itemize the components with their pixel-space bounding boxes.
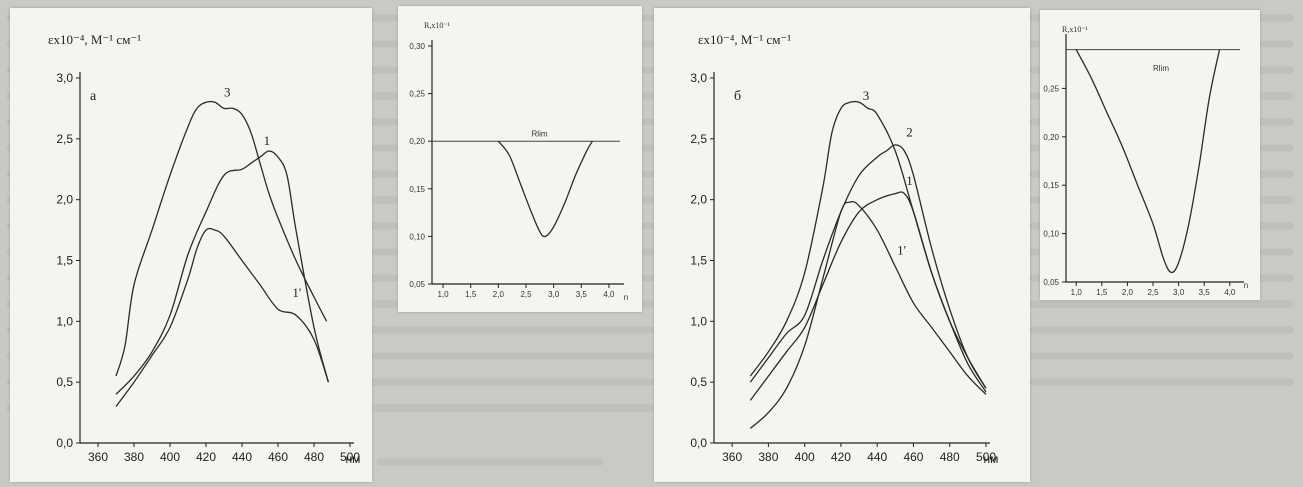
x-tick-label: 420 — [196, 450, 216, 464]
y-tick-label: 2,0 — [690, 193, 707, 207]
x-tick-label: 440 — [232, 450, 252, 464]
y-tick-label: 3,0 — [56, 71, 73, 85]
x-tick-label: 3,0 — [1173, 288, 1185, 297]
y-tick-label: 1,5 — [56, 254, 73, 268]
inset-a: 0,05 0,10 0,15 0,20 0,25 0,30 1,0 1,5 2,0 2,5 3,0 3… — [409, 21, 628, 302]
x-tick-label: 4,0 — [603, 290, 615, 299]
y-tick-label: 0,0 — [690, 436, 707, 450]
x-tick-label: 500 — [340, 450, 360, 464]
chart-b-panel: 0,0 0,5 1,0 1,5 2,0 2,5 3,0 360 380 400 420 440 460 4… — [654, 8, 1030, 482]
series-label: 1' — [292, 285, 301, 300]
chart-b: 0,0 0,5 1,0 1,5 2,0 2,5 3,0 360 380 400 420 440 460 4… — [690, 32, 999, 466]
x-axis-label: нм — [984, 452, 999, 466]
x-tick-label: 4,0 — [1224, 288, 1236, 297]
ref-line-label: Rlim — [532, 129, 548, 138]
chart-a-panel: 0,0 0,5 1,0 1,5 2,0 2,5 3,0 360 380 400 420 440 460 4… — [10, 8, 372, 482]
y-tick-label: 0,25 — [409, 90, 425, 99]
y-tick-label: 0,0 — [56, 436, 73, 450]
x-tick-label: 2,0 — [493, 290, 505, 299]
x-tick-label: 480 — [304, 450, 324, 464]
y-tick-label: 0,20 — [409, 137, 425, 146]
series-line — [115, 100, 328, 377]
y-tick-label: 0,25 — [1043, 84, 1059, 93]
series-line — [749, 200, 987, 429]
y-tick-label: 2,5 — [690, 132, 707, 146]
series-line — [115, 150, 330, 395]
y-axis-label: εx10⁻⁴, М⁻¹ см⁻¹ — [48, 32, 141, 47]
y-tick-label: 1,0 — [690, 314, 707, 328]
x-tick-label: 3,5 — [576, 290, 588, 299]
inset-b: 0,05 0,10 0,15 0,20 0,25 1,0 1,5 2,0 2,5 3,0 3,5 4,… — [1043, 25, 1248, 297]
y-axis-label: R,x10⁻¹ — [1062, 25, 1089, 34]
x-tick-label: 460 — [268, 450, 288, 464]
y-tick-label: 0,05 — [409, 280, 425, 289]
series-line — [749, 191, 987, 401]
x-tick-label: 480 — [940, 450, 960, 464]
x-tick-label: 360 — [722, 450, 742, 464]
x-tick-label: 3,5 — [1199, 288, 1211, 297]
x-axis-label: нм — [346, 452, 361, 466]
y-tick-label: 0,5 — [690, 375, 707, 389]
x-axis-label: n — [624, 293, 628, 302]
y-tick-label: 3,0 — [690, 71, 707, 85]
y-tick-label: 0,10 — [1043, 230, 1059, 239]
x-tick-label: 1,0 — [1071, 288, 1083, 297]
x-tick-label: 1,0 — [437, 290, 449, 299]
x-tick-label: 2,0 — [1122, 288, 1134, 297]
series-label: 3 — [863, 88, 870, 103]
y-tick-label: 0,15 — [409, 185, 425, 194]
chart-a: 0,0 0,5 1,0 1,5 2,0 2,5 3,0 360 380 400 420 440 460 4… — [48, 32, 361, 466]
y-tick-label: 0,20 — [1043, 133, 1059, 142]
x-tick-label: 380 — [124, 450, 144, 464]
ref-line-label: Rlim — [1153, 64, 1169, 73]
y-tick-label: 0,5 — [56, 375, 73, 389]
series-line — [749, 144, 987, 389]
x-tick-label: 420 — [831, 450, 851, 464]
series-line — [497, 140, 593, 238]
y-tick-label: 0,30 — [409, 42, 425, 51]
series-label: 3 — [224, 84, 231, 99]
y-axis-label: R,x10⁻¹ — [424, 21, 451, 30]
x-axis-label: n — [1244, 281, 1248, 290]
x-tick-label: 2,5 — [520, 290, 532, 299]
panel-label: а — [90, 89, 97, 104]
x-tick-label: 1,5 — [1096, 288, 1108, 297]
series-label: 1' — [897, 242, 906, 257]
inset-b-panel: 0,05 0,10 0,15 0,20 0,25 1,0 1,5 2,0 2,5 3,0 3,5 4,… — [1040, 10, 1260, 300]
x-tick-label: 440 — [867, 450, 887, 464]
y-tick-label: 1,5 — [690, 254, 707, 268]
series-line — [115, 227, 330, 407]
y-tick-label: 2,5 — [56, 132, 73, 146]
y-tick-label: 1,0 — [56, 314, 73, 328]
y-tick-label: 0,10 — [409, 232, 425, 241]
y-tick-label: 0,15 — [1043, 181, 1059, 190]
series-label: 2 — [906, 124, 913, 139]
x-tick-label: 2,5 — [1147, 288, 1159, 297]
series-label: 1 — [264, 133, 271, 148]
x-tick-label: 3,0 — [548, 290, 560, 299]
y-axis-label: εx10⁻⁴, М⁻¹ см⁻¹ — [698, 32, 791, 47]
series-line — [1075, 49, 1221, 274]
series-label: 1 — [906, 173, 913, 188]
x-tick-label: 360 — [88, 450, 108, 464]
x-tick-label: 460 — [903, 450, 923, 464]
y-tick-label: 2,0 — [56, 193, 73, 207]
inset-a-panel: 0,05 0,10 0,15 0,20 0,25 0,30 1,0 1,5 2,0 2,5 3,0 3… — [398, 6, 642, 312]
x-tick-label: 400 — [160, 450, 180, 464]
x-tick-label: 1,5 — [465, 290, 477, 299]
x-tick-label: 380 — [758, 450, 778, 464]
panel-label: б — [734, 89, 741, 104]
x-tick-label: 500 — [976, 450, 996, 464]
x-tick-label: 400 — [795, 450, 815, 464]
y-tick-label: 0,05 — [1043, 278, 1059, 287]
series-line — [749, 100, 987, 389]
